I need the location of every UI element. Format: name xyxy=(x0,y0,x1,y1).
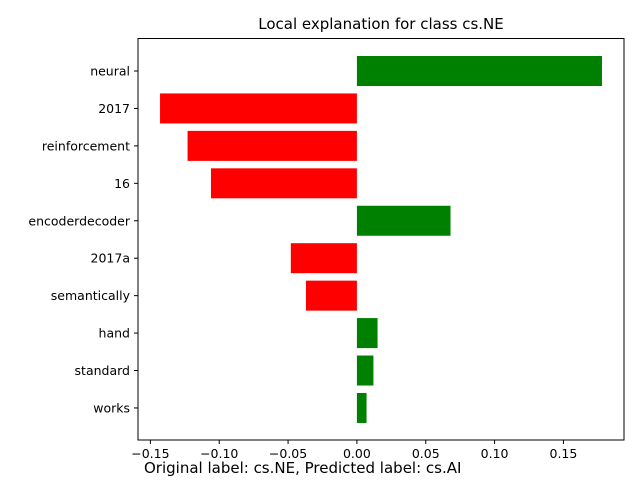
y-axis: neural 2017 reinforcement 16 encoderdecoder 2… xyxy=(28,64,138,415)
y-tick-label: 2017a xyxy=(91,251,130,266)
bar-16 xyxy=(210,168,357,199)
y-tick-label: reinforcement xyxy=(42,138,130,153)
x-tick-label: 0.15 xyxy=(550,446,578,461)
bar-neural xyxy=(356,56,602,86)
chart-title: Local explanation for class cs.NE xyxy=(258,15,504,33)
x-tick-label: 0.00 xyxy=(343,446,371,461)
x-tick-label: −0.15 xyxy=(131,446,169,461)
y-tick-label: neural xyxy=(90,64,130,79)
bar-2017 xyxy=(160,93,357,124)
x-tick-label: 0.05 xyxy=(412,446,440,461)
x-tick-label: 0.10 xyxy=(481,446,509,461)
y-tick-label: 16 xyxy=(114,176,130,191)
y-tick-label: hand xyxy=(99,326,130,341)
prediction-caption: Original label: cs.NE, Predicted label: … xyxy=(144,459,462,477)
y-tick-label: works xyxy=(93,400,130,415)
x-tick-label: −0.10 xyxy=(200,446,238,461)
bar-semantically xyxy=(305,280,357,311)
x-axis: −0.15 −0.10 −0.05 0.00 0.05 0.10 0.15 xyxy=(131,440,577,461)
y-tick-label: standard xyxy=(75,363,130,378)
bars-group xyxy=(160,56,602,423)
x-tick-label: −0.05 xyxy=(269,446,307,461)
bar-hand xyxy=(356,318,378,349)
y-tick-label: 2017 xyxy=(98,101,130,116)
bar-encoderdecoder xyxy=(356,205,451,236)
bar-standard xyxy=(356,355,374,386)
bar-2017a xyxy=(290,243,357,274)
y-tick-label: semantically xyxy=(51,288,131,303)
bar-reinforcement xyxy=(187,130,357,161)
bar-works xyxy=(356,392,367,423)
y-tick-label: encoderdecoder xyxy=(28,213,130,228)
plot-frame xyxy=(137,38,625,441)
